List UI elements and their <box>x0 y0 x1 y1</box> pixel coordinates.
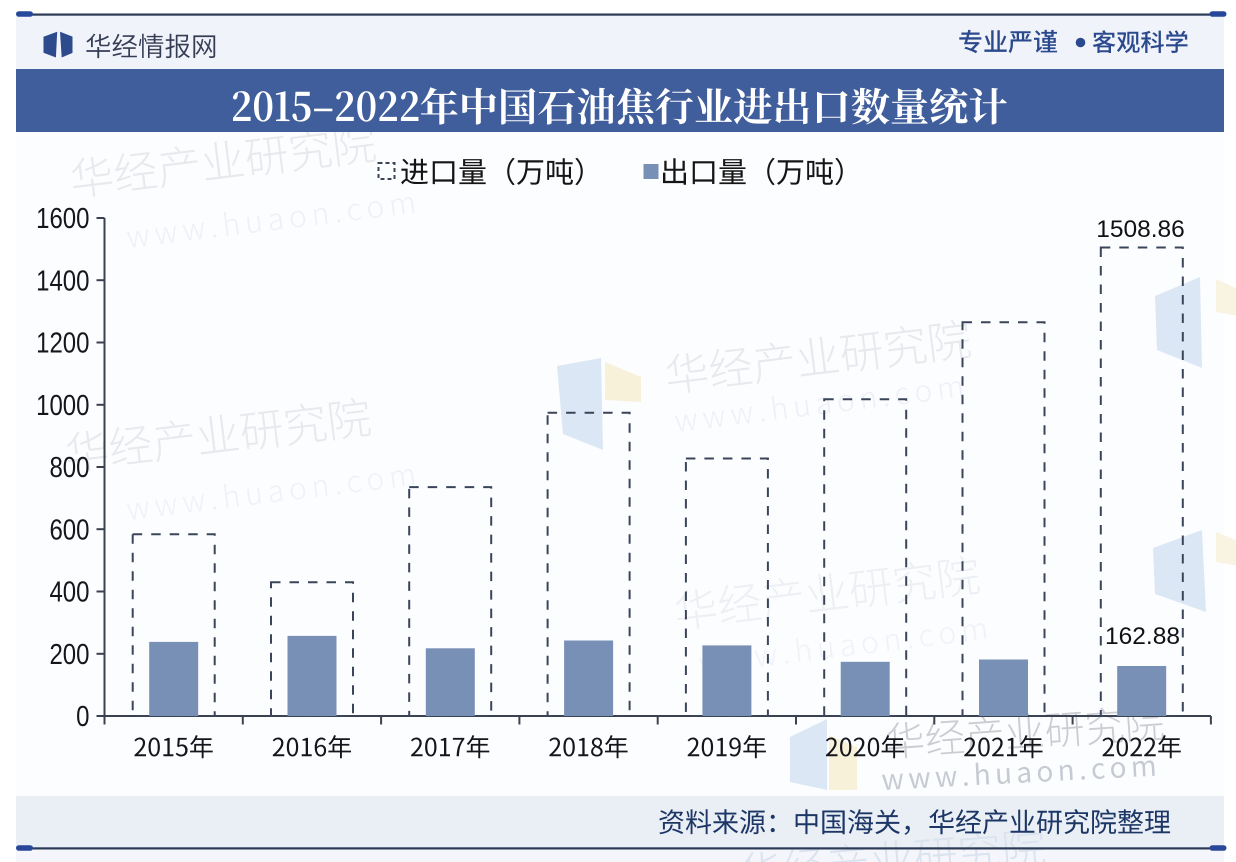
svg-text:0: 0 <box>76 700 89 733</box>
svg-text:600: 600 <box>49 513 89 546</box>
svg-text:400: 400 <box>49 576 89 609</box>
svg-text:1400: 1400 <box>36 264 89 297</box>
svg-text:1600: 1600 <box>36 202 89 235</box>
svg-text:800: 800 <box>49 451 89 484</box>
svg-text:1508.86: 1508.86 <box>1096 216 1185 243</box>
svg-text:1000: 1000 <box>36 389 89 422</box>
svg-text:1200: 1200 <box>36 327 89 360</box>
svg-text:162.88: 162.88 <box>1105 623 1180 650</box>
svg-text:200: 200 <box>49 638 89 671</box>
